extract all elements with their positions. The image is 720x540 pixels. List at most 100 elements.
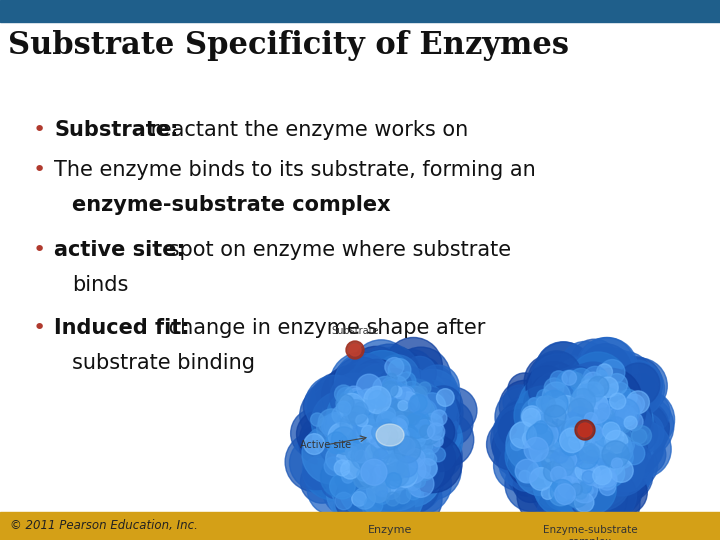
Circle shape: [363, 434, 381, 451]
Circle shape: [590, 414, 629, 453]
Circle shape: [372, 410, 401, 439]
Circle shape: [575, 365, 630, 421]
Circle shape: [596, 440, 610, 454]
Circle shape: [555, 402, 601, 448]
Circle shape: [537, 487, 586, 535]
Circle shape: [346, 387, 397, 438]
Circle shape: [372, 408, 418, 454]
Circle shape: [368, 477, 405, 513]
Circle shape: [606, 436, 622, 452]
Circle shape: [338, 394, 365, 420]
Circle shape: [366, 412, 423, 469]
Circle shape: [543, 411, 562, 429]
Circle shape: [593, 424, 617, 449]
Circle shape: [583, 456, 644, 516]
Circle shape: [391, 451, 402, 462]
Circle shape: [399, 382, 443, 427]
Circle shape: [369, 400, 413, 444]
Circle shape: [606, 384, 618, 396]
Circle shape: [607, 360, 665, 417]
Circle shape: [554, 421, 596, 462]
Circle shape: [542, 400, 572, 430]
Circle shape: [368, 414, 423, 469]
Circle shape: [349, 382, 400, 433]
Circle shape: [557, 437, 582, 463]
Circle shape: [348, 450, 392, 495]
Circle shape: [334, 422, 396, 484]
Circle shape: [571, 398, 625, 452]
Circle shape: [365, 410, 420, 465]
Circle shape: [394, 432, 425, 462]
Circle shape: [536, 389, 552, 404]
Circle shape: [374, 426, 396, 447]
Circle shape: [376, 491, 390, 504]
Circle shape: [384, 351, 425, 392]
Circle shape: [552, 401, 570, 419]
Circle shape: [603, 402, 637, 437]
Circle shape: [544, 394, 583, 433]
Circle shape: [530, 434, 548, 452]
Circle shape: [569, 368, 593, 392]
Circle shape: [337, 444, 397, 504]
Circle shape: [346, 397, 403, 454]
Circle shape: [549, 465, 596, 511]
Circle shape: [592, 424, 605, 437]
Circle shape: [583, 423, 646, 486]
Circle shape: [541, 390, 568, 417]
Circle shape: [395, 390, 441, 436]
Circle shape: [595, 435, 646, 486]
Circle shape: [532, 473, 573, 514]
Circle shape: [395, 404, 412, 420]
Circle shape: [612, 377, 648, 413]
Circle shape: [548, 396, 565, 414]
Circle shape: [536, 433, 592, 489]
Circle shape: [416, 412, 429, 425]
Circle shape: [401, 386, 428, 413]
Circle shape: [570, 460, 598, 488]
Circle shape: [583, 372, 603, 392]
Circle shape: [362, 402, 396, 436]
Circle shape: [335, 385, 353, 403]
Circle shape: [497, 404, 540, 447]
Circle shape: [359, 442, 369, 452]
Circle shape: [603, 422, 620, 440]
Circle shape: [372, 458, 424, 510]
Circle shape: [560, 429, 575, 443]
Circle shape: [360, 420, 390, 450]
Circle shape: [582, 423, 596, 436]
Circle shape: [539, 451, 603, 515]
Circle shape: [359, 376, 399, 416]
Circle shape: [371, 430, 397, 457]
Circle shape: [526, 432, 585, 491]
Circle shape: [546, 400, 566, 420]
Circle shape: [382, 408, 401, 427]
Circle shape: [552, 364, 603, 415]
Circle shape: [555, 412, 613, 470]
Circle shape: [505, 457, 559, 512]
Circle shape: [588, 420, 647, 480]
Circle shape: [517, 465, 579, 527]
Circle shape: [355, 450, 367, 463]
Circle shape: [501, 411, 535, 444]
Circle shape: [289, 436, 343, 490]
Circle shape: [531, 372, 580, 422]
Circle shape: [588, 377, 643, 433]
Circle shape: [381, 461, 392, 472]
Circle shape: [398, 450, 427, 480]
Circle shape: [360, 377, 390, 407]
Circle shape: [379, 399, 415, 434]
Circle shape: [357, 469, 369, 481]
Circle shape: [369, 390, 387, 408]
Circle shape: [354, 487, 376, 509]
Circle shape: [366, 419, 415, 468]
Circle shape: [560, 404, 582, 426]
Circle shape: [569, 352, 627, 411]
Circle shape: [328, 390, 375, 437]
Circle shape: [566, 464, 616, 515]
Circle shape: [550, 433, 575, 457]
Circle shape: [549, 421, 598, 471]
Circle shape: [539, 411, 562, 435]
Circle shape: [379, 435, 433, 489]
Circle shape: [372, 423, 390, 442]
Circle shape: [564, 446, 583, 465]
